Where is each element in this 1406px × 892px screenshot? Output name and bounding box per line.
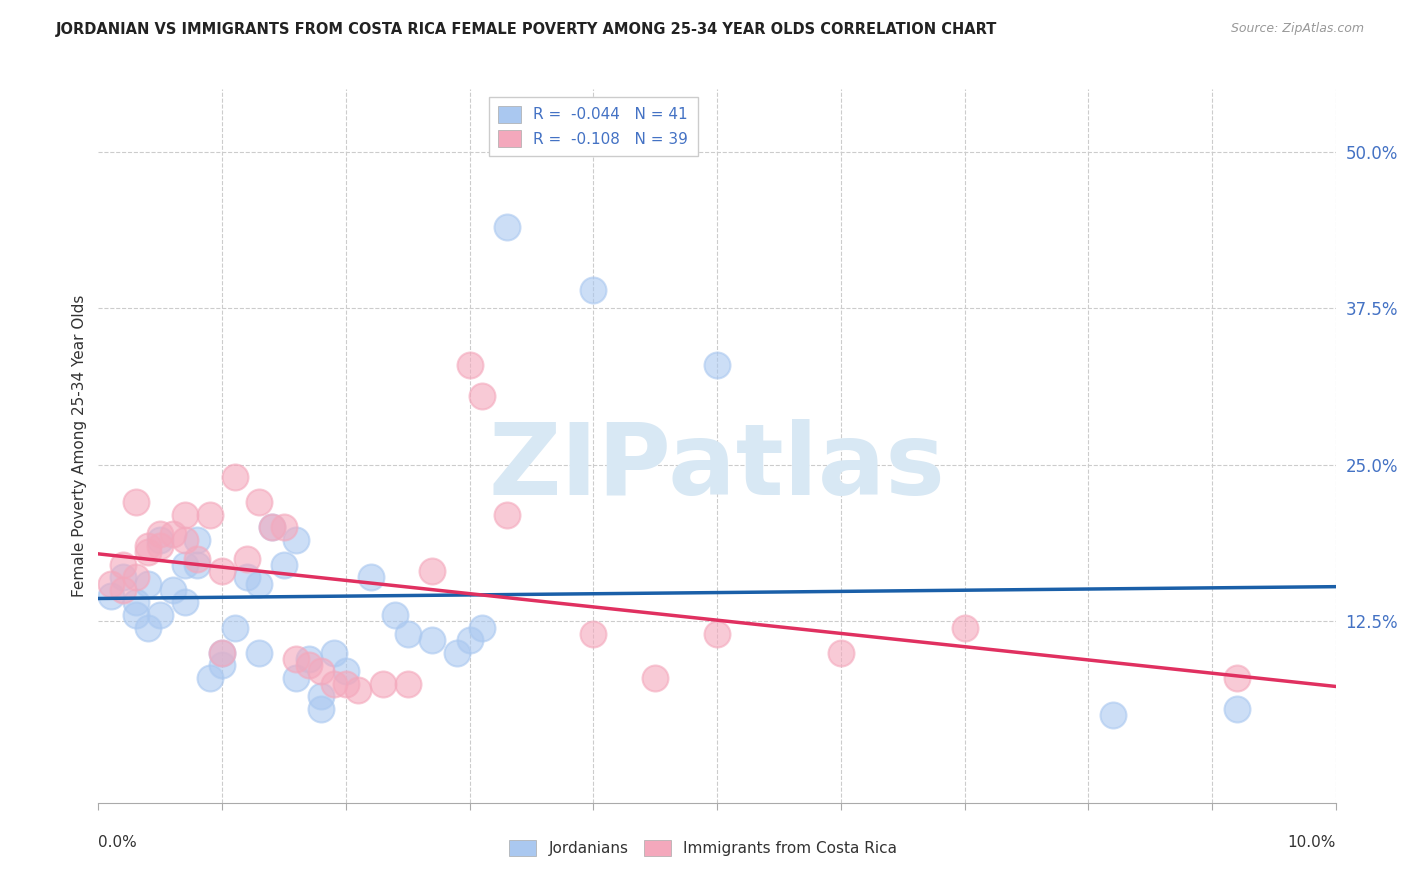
Point xyxy=(124,495,146,509)
Point xyxy=(322,646,344,660)
Point xyxy=(347,683,370,698)
Point xyxy=(211,646,233,660)
Point xyxy=(186,533,208,547)
Point xyxy=(112,558,135,572)
Text: ZIPatlas: ZIPatlas xyxy=(489,419,945,516)
Point xyxy=(136,545,159,559)
Point xyxy=(396,677,419,691)
Point xyxy=(162,526,184,541)
Point xyxy=(136,539,159,553)
Point xyxy=(298,658,321,673)
Point xyxy=(124,595,146,609)
Point xyxy=(236,551,259,566)
Point xyxy=(285,533,308,547)
Point xyxy=(174,533,197,547)
Point xyxy=(309,690,332,704)
Point xyxy=(198,508,221,522)
Point xyxy=(285,671,308,685)
Point xyxy=(112,582,135,597)
Point xyxy=(644,671,666,685)
Point xyxy=(953,621,976,635)
Legend: R =  -0.044   N = 41, R =  -0.108   N = 39: R = -0.044 N = 41, R = -0.108 N = 39 xyxy=(489,97,697,156)
Text: 10.0%: 10.0% xyxy=(1288,836,1336,850)
Point xyxy=(247,495,270,509)
Point xyxy=(309,665,332,679)
Point xyxy=(458,633,481,648)
Point xyxy=(211,564,233,578)
Point xyxy=(1226,671,1249,685)
Point xyxy=(236,570,259,584)
Point xyxy=(174,595,197,609)
Point xyxy=(136,621,159,635)
Point xyxy=(149,533,172,547)
Point xyxy=(174,558,197,572)
Text: 0.0%: 0.0% xyxy=(98,836,138,850)
Point xyxy=(322,677,344,691)
Point xyxy=(309,702,332,716)
Point xyxy=(446,646,468,660)
Point xyxy=(211,646,233,660)
Point xyxy=(149,607,172,622)
Point xyxy=(582,627,605,641)
Point xyxy=(247,576,270,591)
Point xyxy=(198,671,221,685)
Point xyxy=(100,589,122,603)
Text: Source: ZipAtlas.com: Source: ZipAtlas.com xyxy=(1230,22,1364,36)
Point xyxy=(471,389,494,403)
Point xyxy=(224,621,246,635)
Point xyxy=(471,621,494,635)
Point xyxy=(335,665,357,679)
Point xyxy=(458,358,481,372)
Point xyxy=(582,283,605,297)
Point xyxy=(422,564,444,578)
Point xyxy=(335,677,357,691)
Point xyxy=(384,607,406,622)
Point xyxy=(495,508,517,522)
Point xyxy=(149,539,172,553)
Point xyxy=(211,658,233,673)
Point xyxy=(136,576,159,591)
Point xyxy=(186,558,208,572)
Point xyxy=(360,570,382,584)
Point xyxy=(298,652,321,666)
Point xyxy=(1226,702,1249,716)
Point xyxy=(260,520,283,534)
Point xyxy=(174,508,197,522)
Point xyxy=(422,633,444,648)
Point xyxy=(495,219,517,234)
Point xyxy=(124,570,146,584)
Point xyxy=(100,576,122,591)
Point xyxy=(830,646,852,660)
Point xyxy=(1102,708,1125,723)
Point xyxy=(186,551,208,566)
Point xyxy=(247,646,270,660)
Point xyxy=(162,582,184,597)
Text: JORDANIAN VS IMMIGRANTS FROM COSTA RICA FEMALE POVERTY AMONG 25-34 YEAR OLDS COR: JORDANIAN VS IMMIGRANTS FROM COSTA RICA … xyxy=(56,22,998,37)
Point xyxy=(273,520,295,534)
Point xyxy=(124,607,146,622)
Point xyxy=(273,558,295,572)
Point xyxy=(224,470,246,484)
Y-axis label: Female Poverty Among 25-34 Year Olds: Female Poverty Among 25-34 Year Olds xyxy=(72,295,87,597)
Point xyxy=(706,358,728,372)
Point xyxy=(260,520,283,534)
Point xyxy=(396,627,419,641)
Point xyxy=(285,652,308,666)
Point xyxy=(371,677,394,691)
Point xyxy=(149,526,172,541)
Point xyxy=(706,627,728,641)
Legend: Jordanians, Immigrants from Costa Rica: Jordanians, Immigrants from Costa Rica xyxy=(502,834,904,862)
Point xyxy=(112,570,135,584)
